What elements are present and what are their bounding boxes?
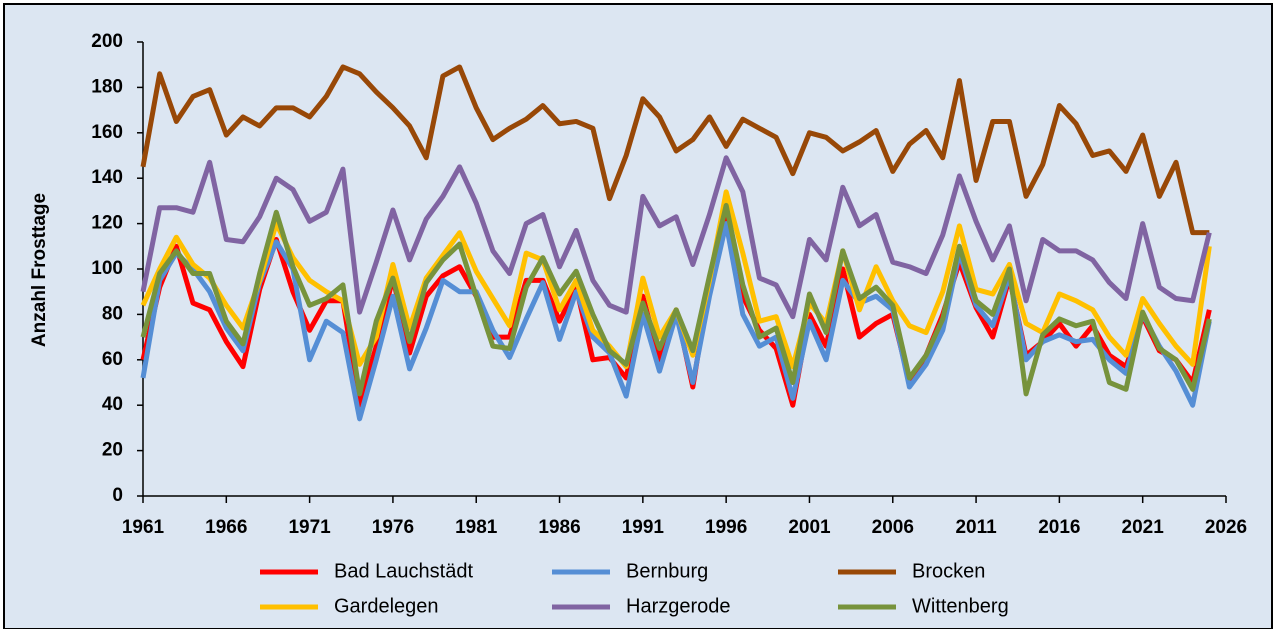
y-tick-label: 80 — [102, 303, 123, 324]
legend-label: Bernburg — [626, 560, 708, 582]
legend-label: Brocken — [912, 560, 985, 582]
x-tick-label: 1981 — [455, 517, 498, 538]
legend-label: Harzgerode — [626, 595, 731, 617]
y-tick-label: 20 — [102, 440, 123, 461]
x-tick-label: 2011 — [955, 517, 997, 538]
x-tick-label: 1991 — [622, 517, 665, 538]
x-tick-label: 1961 — [122, 517, 165, 538]
x-tick-label: 1976 — [372, 517, 414, 538]
x-tick-label: 1996 — [705, 517, 747, 538]
series-line — [140, 202, 1212, 397]
series-line — [140, 64, 1210, 236]
legend-label: Wittenberg — [912, 595, 1009, 617]
legend-label: Gardelegen — [334, 595, 439, 617]
x-tick-label: 2021 — [1122, 517, 1165, 538]
y-tick-label: 60 — [102, 349, 123, 370]
x-tick-label: 1966 — [205, 517, 247, 538]
x-tick-label: 1971 — [288, 517, 331, 538]
x-tick-label: 2026 — [1205, 517, 1247, 538]
y-tick-label: 180 — [91, 76, 123, 97]
y-tick-label: 160 — [91, 122, 123, 143]
x-tick-label: 2001 — [788, 517, 831, 538]
x-tick-label: 1986 — [538, 517, 580, 538]
legend-label: Bad Lauchstädt — [334, 560, 473, 582]
y-tick-label: 40 — [102, 394, 123, 415]
y-tick-label: 100 — [91, 258, 123, 279]
y-tick-label: 140 — [91, 167, 123, 188]
y-tick-label: 200 — [91, 31, 123, 52]
series-line — [140, 155, 1212, 320]
x-tick-label: 2006 — [872, 517, 914, 538]
x-tick-label: 2016 — [1038, 517, 1080, 538]
y-tick-label: 0 — [112, 485, 123, 506]
y-axis-label: Anzahl Frosttage — [29, 193, 50, 347]
y-tick-label: 120 — [91, 213, 123, 234]
